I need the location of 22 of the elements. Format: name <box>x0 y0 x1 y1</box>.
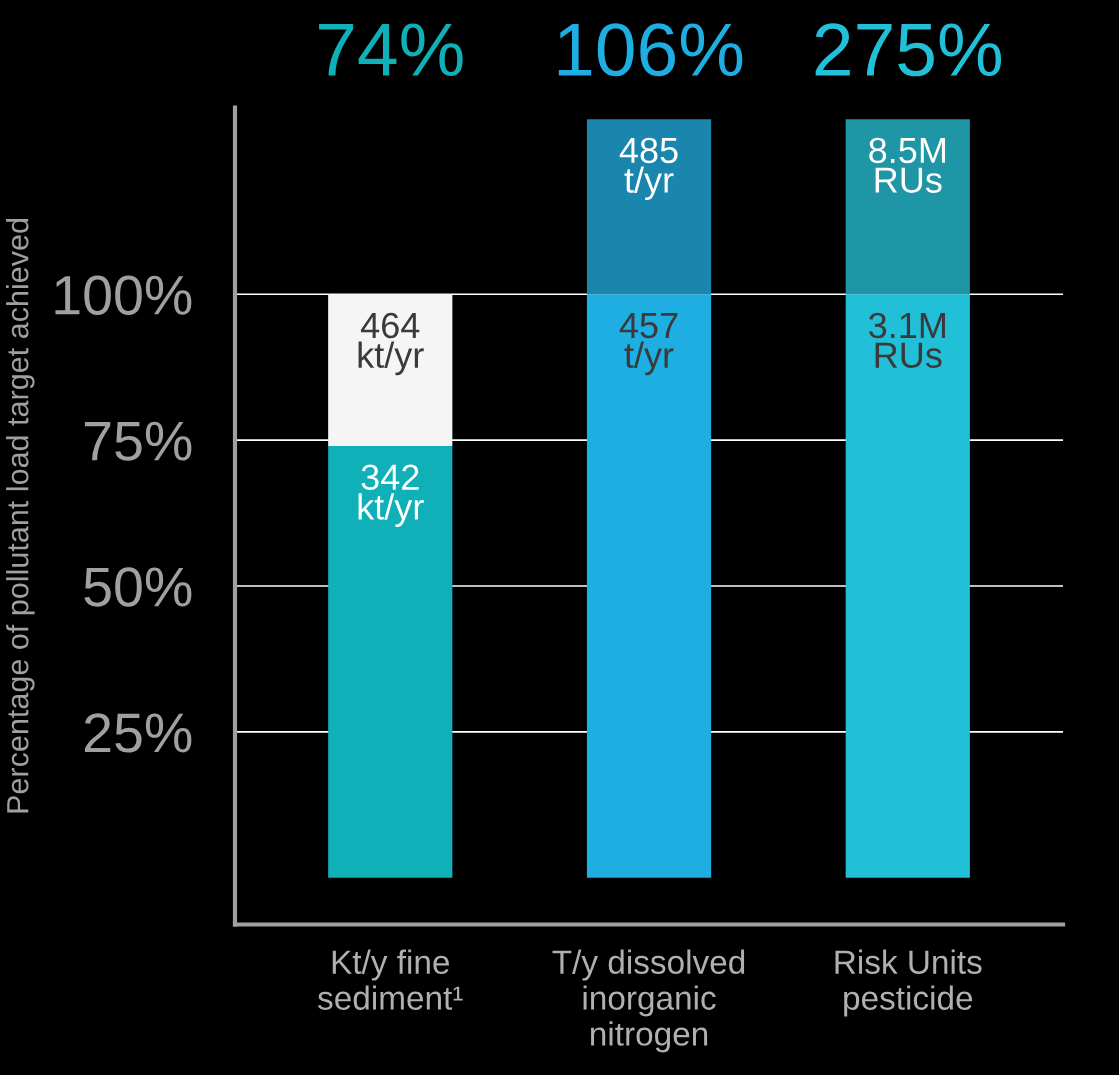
y-axis-title: Percentage of pollutant load target achieved <box>6 218 35 813</box>
annotation: 464 kt/yr <box>358 312 424 376</box>
y-tick-label: 75% <box>84 421 192 461</box>
text: 74% <box>319 23 463 77</box>
annotation: 485 t/yr <box>619 137 678 201</box>
x-tick-label: Kt/y fine sediment¹ <box>318 949 463 1010</box>
annotation: 8.5M RUs <box>869 137 945 193</box>
annotation: 457 t/yr <box>619 313 678 376</box>
bar <box>328 445 453 878</box>
x-tick-label: Risk Units pesticide <box>835 949 982 1017</box>
x-tick-label: T/y dissolved inorganic nitrogen <box>552 949 745 1053</box>
bar <box>586 119 712 295</box>
annotation: 3.1M RUs <box>869 312 945 369</box>
bar <box>845 119 970 295</box>
y-tick-label: 25% <box>84 713 192 753</box>
bar <box>845 294 970 878</box>
text: 275% <box>815 23 1002 77</box>
annotation: 342 kt/yr <box>358 464 424 527</box>
bar <box>586 294 712 878</box>
y-tick-label: 50% <box>84 567 192 607</box>
y-tick-label: 100% <box>55 275 192 315</box>
text: 106% <box>558 23 743 77</box>
